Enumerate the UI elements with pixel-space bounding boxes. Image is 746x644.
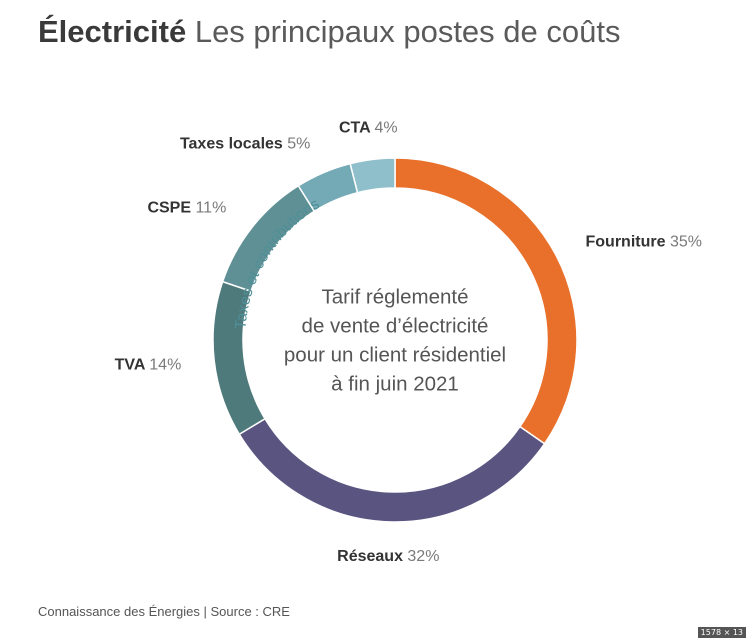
slice-label-réseaux: Réseaux 32% [337, 548, 439, 565]
slice-label-percent: 14% [149, 356, 181, 373]
slice-label-taxes-locales: Taxes locales 5% [180, 135, 310, 152]
center-text: Tarif réglementé de vente d’électricité po… [284, 286, 506, 396]
slice-label-tva: TVA 14% [115, 356, 182, 373]
donut-chart: Fourniture 35% Réseaux 32% TVA 14% CSPE 11%… [115, 120, 702, 565]
donut-slices [212, 157, 578, 523]
slice-label-percent: 5% [287, 135, 310, 152]
source-caption: Connaissance des Énergies | Source : CRE [38, 604, 290, 619]
slice-label-name: TVA [115, 356, 150, 373]
chart-title: Électricité Les principaux postes de coû… [38, 14, 620, 50]
slice-label-fourniture: Fourniture 35% [586, 233, 702, 250]
slice-label-percent: 11% [195, 200, 226, 217]
slice-cta [349, 157, 396, 194]
chart-title-bold: Électricité [38, 14, 187, 49]
slice-label-percent: 35% [670, 233, 702, 250]
slice-label-name: Réseaux [337, 548, 407, 565]
chart-title-light: Les principaux postes de coûts [194, 14, 621, 49]
slice-label-name: CTA [339, 120, 375, 137]
slice-label-name: Fourniture [586, 233, 670, 250]
center-text-line: de vente d’électricité [302, 315, 489, 338]
image-size-badge: 1578 × 13 [697, 627, 746, 638]
slice-label-name: Taxes locales [180, 135, 287, 152]
slice-label-cspe: CSPE 11% [147, 200, 226, 217]
center-text-line: Tarif réglementé [322, 286, 469, 309]
slice-label-percent: 4% [375, 120, 398, 137]
slice-labels: Fourniture 35% Réseaux 32% TVA 14% CSPE 11%… [115, 120, 702, 565]
slice-label-name: CSPE [147, 200, 195, 217]
center-text-line: à fin juin 2021 [331, 373, 459, 396]
slice-label-cta: CTA 4% [339, 120, 398, 137]
center-text-line: pour un client résidentiel [284, 344, 506, 367]
slice-label-percent: 32% [407, 548, 439, 565]
slice-réseaux [238, 417, 546, 523]
